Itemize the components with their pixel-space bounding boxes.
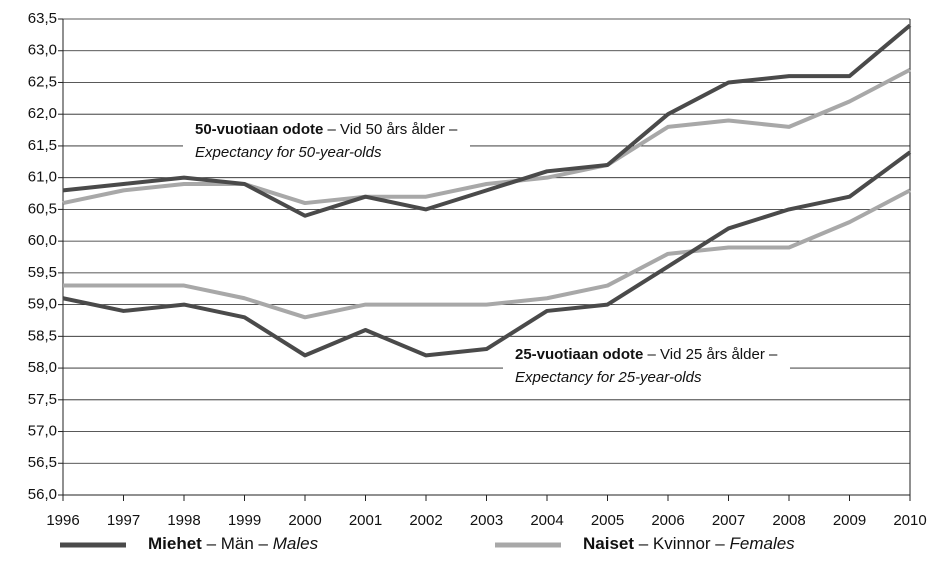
series-line	[62, 23, 912, 218]
y-tick-label: 56,5	[28, 454, 57, 471]
x-tick-label: 2003	[470, 512, 503, 529]
text-part: Females	[729, 534, 795, 553]
text-part: – Vid 50 års ålder –	[323, 121, 458, 138]
y-tick-label: 57,5	[28, 391, 57, 408]
annotation: 50-vuotiaan odote – Vid 50 års ålder – Ex…	[183, 116, 470, 165]
y-tick-label: 60,0	[28, 232, 57, 249]
annotation-bg	[183, 116, 470, 165]
x-tick-label: 2010	[893, 512, 926, 529]
annotation-line: Expectancy for 50-year-olds	[195, 144, 382, 161]
text-part: – Män –	[202, 534, 273, 553]
legend-label: Miehet – Män – Males	[148, 534, 319, 553]
series-line	[62, 150, 912, 358]
y-tick-label: 62,5	[28, 73, 57, 90]
y-tick-label: 59,0	[28, 296, 57, 313]
y-tick-label: 59,5	[28, 264, 57, 281]
series-line	[62, 68, 911, 206]
text-part: – Vid 25 års ålder –	[643, 346, 778, 363]
x-tick-label: 2002	[409, 512, 442, 529]
x-tick-label: 1999	[228, 512, 261, 529]
x-tick-label: 2008	[772, 512, 805, 529]
y-tick-label: 61,5	[28, 137, 57, 154]
annotation-line: 50-vuotiaan odote – Vid 50 års ålder –	[195, 121, 458, 138]
annotation-line: 25-vuotiaan odote – Vid 25 års ålder –	[515, 346, 778, 363]
series-line	[63, 188, 911, 320]
y-tick-label: 58,0	[28, 359, 57, 376]
text-part: Males	[273, 534, 319, 553]
text-part: – Kvinnor –	[634, 534, 729, 553]
annotation: 25-vuotiaan odote – Vid 25 års ålder – Ex…	[503, 341, 790, 390]
legend-label: Naiset – Kvinnor – Females	[583, 534, 795, 553]
x-tick-label: 2009	[833, 512, 866, 529]
x-tick-label: 2001	[349, 512, 382, 529]
x-tick-label: 2005	[591, 512, 624, 529]
annotation-bg	[503, 341, 790, 390]
y-tick-label: 56,0	[28, 486, 57, 503]
x-tick-label: 1998	[167, 512, 200, 529]
x-tick-label: 2006	[651, 512, 684, 529]
text-part: 25-vuotiaan odote	[515, 346, 643, 363]
text-part: Expectancy for 50-year-olds	[195, 144, 382, 161]
text-part: Miehet	[148, 534, 202, 553]
text-part: Naiset	[583, 534, 634, 553]
annotation-line: Expectancy for 25-year-olds	[515, 369, 702, 386]
x-tick-label: 1996	[46, 512, 79, 529]
x-tick-label: 2004	[530, 512, 563, 529]
x-tick-label: 1997	[107, 512, 140, 529]
x-tick-label: 2000	[288, 512, 321, 529]
y-tick-label: 62,0	[28, 105, 57, 122]
y-tick-label: 63,5	[28, 10, 57, 27]
text-part: Expectancy for 25-year-olds	[515, 369, 702, 386]
y-tick-label: 63,0	[28, 42, 57, 59]
y-tick-label: 58,5	[28, 327, 57, 344]
x-tick-label: 2007	[712, 512, 745, 529]
y-tick-label: 60,5	[28, 200, 57, 217]
text-part: 50-vuotiaan odote	[195, 121, 323, 138]
y-tick-label: 61,0	[28, 169, 57, 186]
y-tick-label: 57,0	[28, 423, 57, 440]
